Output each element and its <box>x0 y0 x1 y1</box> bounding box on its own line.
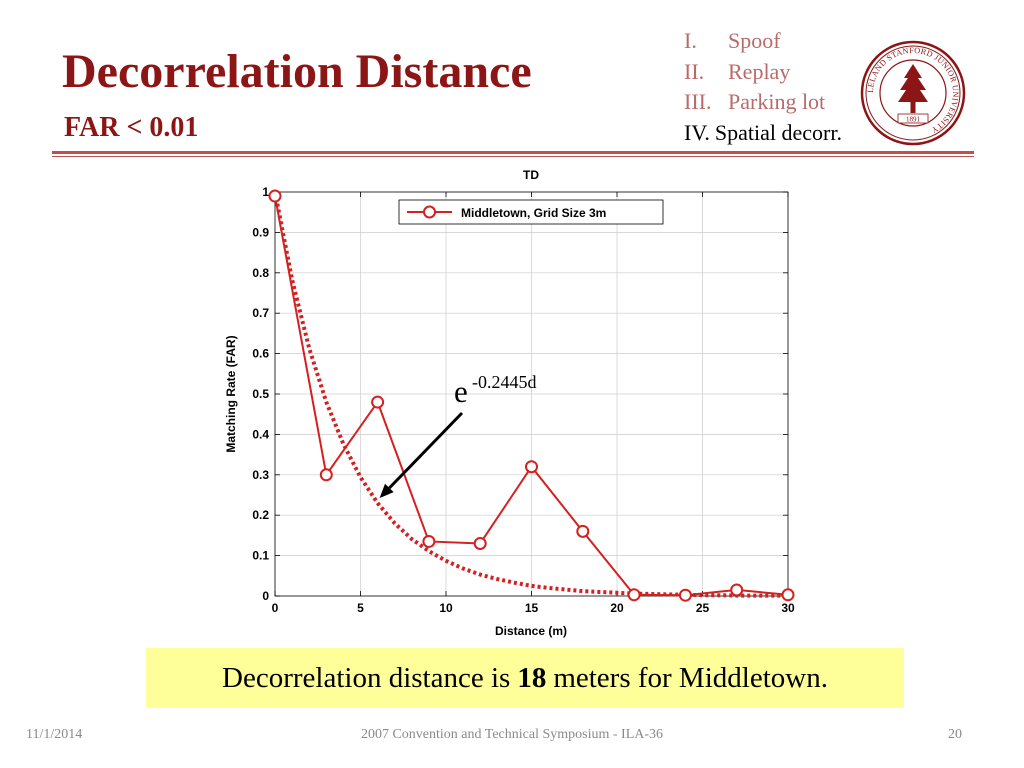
footer-event: 2007 Convention and Technical Symposium … <box>360 727 664 742</box>
data-point-marker <box>268 189 282 203</box>
data-point-marker <box>678 588 692 602</box>
agenda-item-label: Spatial decorr. <box>714 119 842 145</box>
y-tick-label: 0.2 <box>252 508 269 522</box>
agenda-item-replay: II. Replay <box>684 57 842 88</box>
agenda-item-spoof: I. Spoof <box>684 26 842 57</box>
agenda-item-number: IV. <box>684 119 710 145</box>
title-divider-thin <box>52 156 974 157</box>
x-tick-label: 30 <box>781 601 795 615</box>
chart: 0 5 10 15 20 25 30 0 0.1 0.2 0.3 0.4 0.5 0.6 0.7 0.8 0.9… <box>224 168 795 638</box>
seal-year: 1891 <box>906 116 921 124</box>
data-point-marker <box>473 536 487 550</box>
data-point-marker <box>627 588 641 602</box>
data-point-marker <box>781 588 795 602</box>
y-tick-label: 0.7 <box>252 306 269 320</box>
y-tick-label: 0.3 <box>252 468 269 482</box>
y-tick-label: 0 <box>262 589 269 603</box>
agenda-item-parking-lot: III. Parking lot <box>684 87 842 118</box>
callout-prefix: Decorrelation distance is <box>222 661 511 694</box>
y-tick-label: 0.9 <box>252 225 269 239</box>
x-tick-label: 10 <box>439 601 453 615</box>
title-divider <box>52 151 974 154</box>
annotation-base: e <box>454 374 468 409</box>
data-point-marker <box>371 395 385 409</box>
x-tick-label: 25 <box>696 601 710 615</box>
fit-annotation: e -0.2445d <box>379 372 537 499</box>
x-tick-label: 15 <box>525 601 539 615</box>
x-tick-label: 0 <box>272 601 279 615</box>
data-point-marker <box>422 534 436 548</box>
chart-title: TD <box>523 168 539 182</box>
tree-icon <box>898 64 928 113</box>
legend-marker-swatch <box>423 205 436 219</box>
callout-suffix: meters for Middletown. <box>553 661 828 694</box>
agenda-item-number: I. <box>684 28 697 53</box>
footer-date: 11/1/2014 <box>26 727 83 742</box>
agenda-list: I. Spoof II. Replay III. Parking lot IV. Spa… <box>684 26 842 148</box>
data-point-marker <box>576 524 590 538</box>
callout-value: 18 <box>517 661 547 694</box>
agenda-item-label: Replay <box>728 58 791 84</box>
y-tick-label: 0.1 <box>252 549 269 563</box>
annotation-exponent: -0.2445d <box>472 372 537 392</box>
slide-subtitle: FAR < 0.01 <box>64 112 199 143</box>
footer-page-number: 20 <box>948 727 962 742</box>
y-tick-label: 0.4 <box>252 427 269 441</box>
y-tick-label: 0.8 <box>252 266 269 280</box>
agenda-item-label: Parking lot <box>728 89 826 114</box>
y-axis-label: Matching Rate (FAR) <box>224 335 238 452</box>
agenda-item-spatial-decorr: IV. Spatial decorr. <box>684 118 842 149</box>
agenda-item-label: Spoof <box>728 28 781 53</box>
data-point-marker <box>525 460 538 474</box>
legend-box <box>398 199 664 225</box>
x-tick-label: 20 <box>610 601 624 615</box>
y-tick-label: 0.6 <box>252 347 269 361</box>
legend-label: Middletown, Grid Size 3m <box>461 206 606 220</box>
y-tick-label: 1 <box>262 185 269 199</box>
y-tick-label: 0.5 <box>252 387 269 401</box>
data-point-marker <box>730 583 744 597</box>
annotation-arrow <box>388 411 464 490</box>
x-axis-label: Distance (m) <box>495 624 567 638</box>
data-point-marker <box>319 468 333 482</box>
agenda-item-number: II. <box>684 58 705 84</box>
conclusion-callout: Decorrelation distance is 18 meters for Mi… <box>146 648 904 708</box>
agenda-item-number: III. <box>684 89 712 114</box>
slide-title: Decorrelation Distance <box>62 45 532 98</box>
x-tick-label: 5 <box>357 601 364 615</box>
chart-legend: Middletown, Grid Size 3m <box>398 199 664 225</box>
annotation-arrowhead <box>379 483 394 499</box>
university-seal-logo: LELAND STANFORD JUNIOR UNIVERSITY 1891 <box>860 40 966 146</box>
